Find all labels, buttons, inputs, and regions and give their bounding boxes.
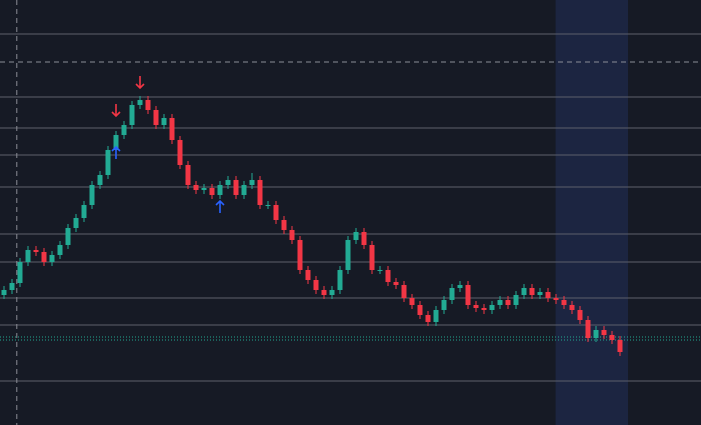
candle-body (401, 285, 407, 298)
candle-body (161, 118, 167, 125)
candle-body (473, 305, 479, 308)
candle-body (489, 305, 495, 310)
candle-body (569, 305, 575, 310)
candle-body (409, 298, 415, 305)
candle-body (145, 100, 151, 110)
candle-body (529, 288, 535, 295)
candle-body (609, 335, 615, 340)
candle-body (561, 300, 567, 305)
candle-body (81, 205, 87, 218)
candle-body (329, 290, 335, 295)
candle-body (337, 270, 343, 290)
candle-body (49, 255, 55, 262)
candle-body (97, 175, 103, 185)
candle-body (393, 282, 399, 285)
signal-arrow (135, 76, 145, 90)
highlight-band (555, 0, 628, 425)
candle-body (457, 285, 463, 288)
candle-body (593, 330, 599, 338)
candle-body (89, 185, 95, 205)
candle-body (513, 295, 519, 305)
candle-body (313, 280, 319, 290)
candle-body (377, 270, 383, 271)
candle-body (41, 252, 47, 262)
candle-body (233, 180, 239, 195)
candle-body (433, 310, 439, 322)
signal-arrow (215, 199, 225, 213)
candle-body (305, 270, 311, 280)
candle-body (537, 292, 543, 295)
candle-body (281, 220, 287, 230)
candle-body (65, 228, 71, 245)
candle-body (601, 330, 607, 335)
candle-body (321, 290, 327, 295)
candle-body (465, 285, 471, 305)
candle-body (201, 188, 207, 190)
candle-body (225, 180, 231, 185)
candle-body (353, 232, 359, 240)
candle-body (417, 305, 423, 315)
candle-body (521, 288, 527, 295)
candle-body (17, 262, 23, 283)
candle-body (185, 165, 191, 185)
candle-body (273, 205, 279, 220)
candle-body (121, 125, 127, 135)
candle-body (577, 310, 583, 320)
candle-body (617, 340, 623, 352)
candle-body (441, 300, 447, 310)
candle-body (425, 315, 431, 322)
candle-body (297, 240, 303, 270)
candle-body (129, 105, 135, 125)
candle-body (241, 185, 247, 195)
candle-body (105, 150, 111, 175)
candle-body (73, 218, 79, 228)
candle-body (137, 100, 143, 105)
candle-body (113, 135, 119, 150)
candle-body (9, 283, 15, 290)
candle-body (209, 188, 215, 195)
candle-body (169, 118, 175, 140)
candle-body (257, 180, 263, 205)
candle-body (33, 250, 39, 252)
candle-body (369, 245, 375, 270)
candle-body (1, 290, 7, 295)
candle-body (193, 185, 199, 190)
candle-body (177, 140, 183, 165)
candle-body (497, 300, 503, 305)
candle-body (361, 232, 367, 245)
candle-body (481, 308, 487, 310)
candle-body (25, 250, 31, 262)
candle-body (585, 320, 591, 338)
signal-arrow (111, 104, 121, 118)
candle-body (385, 270, 391, 282)
candle-body (153, 110, 159, 125)
candle-body (249, 180, 255, 185)
candle-body (505, 300, 511, 305)
candle-body (553, 298, 559, 300)
candle-body (57, 245, 63, 255)
candle-body (545, 292, 551, 298)
candle-body (449, 288, 455, 300)
candle-body (345, 240, 351, 270)
candle-body (289, 230, 295, 240)
candle-body (265, 205, 271, 206)
candle-body (217, 185, 223, 195)
signal-arrow (111, 145, 121, 159)
